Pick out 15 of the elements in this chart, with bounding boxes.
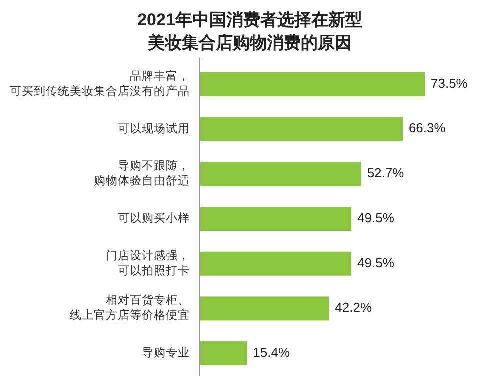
data-label: 42.2% [335, 300, 372, 316]
title: 2021年中国消费者选择在新型美妆集合店购物消费的原因 [138, 10, 362, 53]
data-label: 49.5% [358, 255, 394, 270]
data-label: 15.4% [253, 345, 290, 360]
category-label: 可以现场试用 [118, 123, 190, 136]
data-label: 52.7% [367, 166, 404, 181]
category-label: 门店设计感强，可以拍照打卡 [106, 250, 190, 278]
category-label: 相对百货专柜、线上官方店等价格便宜 [70, 295, 190, 322]
category-label: 品牌丰富，可买到传统美妆集合店没有的产品 [10, 70, 190, 98]
data-label: 66.3% [408, 120, 446, 136]
data-label: 73.5% [431, 76, 468, 91]
category-label: 导购专业 [142, 348, 190, 360]
category-label: 可以购买小样 [118, 213, 190, 226]
category-label: 导购不跟随，购物体验自由舒适 [94, 160, 190, 188]
data-label: 49.5% [358, 210, 394, 226]
